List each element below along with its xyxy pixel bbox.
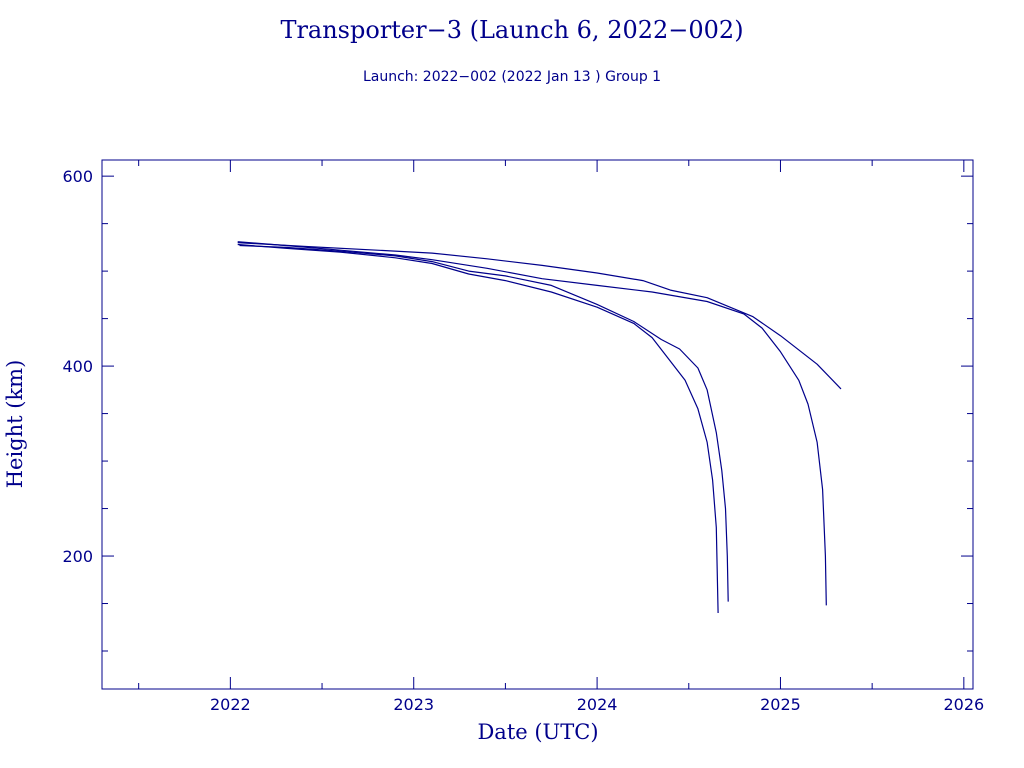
x-axis-label: Date (UTC) <box>477 720 598 744</box>
x-tick-label: 2023 <box>393 695 434 714</box>
y-tick-label: 400 <box>62 357 93 376</box>
x-tick-label: 2022 <box>210 695 251 714</box>
x-tick-label: 2026 <box>943 695 984 714</box>
y-tick-label: 600 <box>62 167 93 186</box>
plot-frame <box>101 159 974 690</box>
series-line-1 <box>237 243 719 614</box>
series-line-2 <box>239 244 729 602</box>
chart-subtitle: Launch: 2022−002 (2022 Jan 13 ) Group 1 <box>363 69 661 85</box>
series-line-4 <box>237 242 842 390</box>
series-line-3 <box>237 241 827 606</box>
x-tick-label: 2025 <box>760 695 801 714</box>
axis-ticks <box>102 160 973 689</box>
y-tick-label: 200 <box>62 547 93 566</box>
y-axis-label: Height (km) <box>3 360 27 489</box>
axis-tick-labels: 2022 2023 2024 2025 2026 200 400 600 <box>62 167 984 714</box>
chart-title: Transporter−3 (Launch 6, 2022−002) <box>280 16 743 44</box>
x-tick-label: 2024 <box>577 695 618 714</box>
series-lines <box>237 241 842 614</box>
plot-area <box>101 159 974 690</box>
